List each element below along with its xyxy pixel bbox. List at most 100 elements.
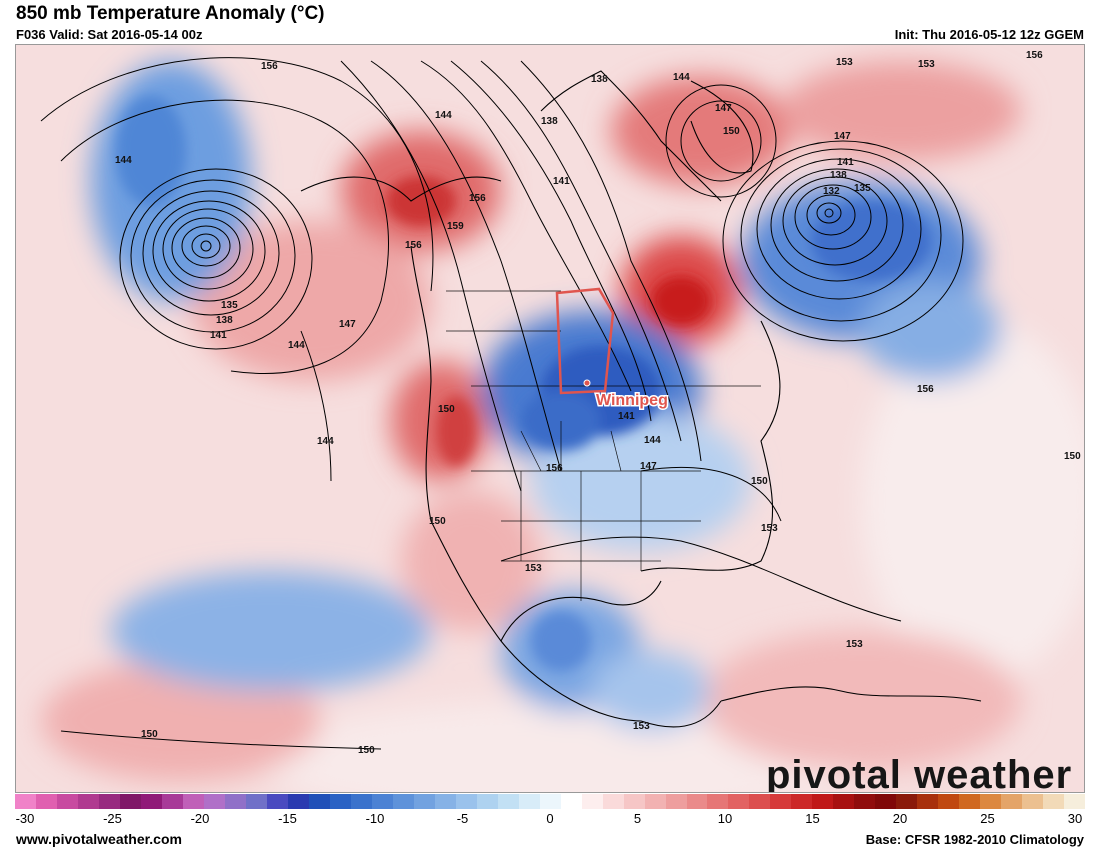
color-swatch [875, 794, 897, 809]
contour-label: 141 [618, 411, 635, 422]
contour-label: 147 [339, 319, 356, 330]
map-panel[interactable]: Winnipeg 156 138 144 153 153 156 144 138… [15, 44, 1085, 793]
color-swatch [602, 794, 624, 809]
color-swatch [896, 794, 918, 809]
contour-label: 144 [288, 340, 305, 351]
scale-tick-label: -15 [278, 811, 297, 826]
anomaly-shading [41, 61, 1084, 792]
color-swatch [308, 794, 330, 809]
color-swatch [497, 794, 519, 809]
contour-label: 153 [918, 59, 935, 70]
color-swatch [434, 794, 456, 809]
color-swatch [413, 794, 435, 809]
contour-label: 147 [834, 131, 851, 142]
color-swatch [728, 794, 750, 809]
contour-label: 150 [751, 476, 768, 487]
website-link[interactable]: www.pivotalweather.com [16, 831, 182, 847]
color-swatch [812, 794, 834, 809]
contour-label: 135 [854, 183, 871, 194]
color-swatch [959, 794, 981, 809]
winnipeg-marker[interactable] [583, 379, 591, 387]
color-swatch [980, 794, 1002, 809]
scale-tick-label: 20 [892, 811, 908, 826]
color-swatch [791, 794, 813, 809]
contour-label: 150 [358, 745, 375, 756]
contour-label: 138 [830, 170, 847, 181]
color-swatch [287, 794, 309, 809]
contour-label: 141 [210, 330, 227, 341]
color-swatch [182, 794, 204, 809]
color-swatch [140, 794, 162, 809]
color-swatch [161, 794, 183, 809]
color-swatch [224, 794, 246, 809]
color-swatch [98, 794, 120, 809]
color-swatch [35, 794, 57, 809]
contour-label: 156 [1026, 50, 1043, 61]
color-swatch [77, 794, 99, 809]
scale-tick-label: -5 [456, 811, 469, 826]
contour-label: 138 [541, 116, 558, 127]
scale-tick-label: -10 [365, 811, 385, 826]
color-swatch [917, 794, 939, 809]
contour-labels: 156 138 144 153 153 156 144 138 141 156 … [115, 50, 1081, 756]
contour-label: 138 [216, 315, 233, 326]
color-swatch [539, 794, 561, 809]
contour-label: 150 [723, 126, 740, 137]
color-swatch [581, 794, 603, 809]
contour-label: 150 [438, 404, 455, 415]
init-time: Init: Thu 2016-05-12 12z GGEM [894, 27, 1084, 42]
color-swatch [455, 794, 477, 809]
color-swatch [476, 794, 498, 809]
contour-label: 156 [469, 193, 486, 204]
contour-label: 156 [261, 61, 278, 72]
color-swatch [644, 794, 666, 809]
contour-label: 150 [429, 516, 446, 527]
color-swatch [266, 794, 288, 809]
contour-label: 144 [317, 436, 334, 447]
contour-label: 144 [644, 435, 661, 446]
contour-label: 144 [435, 110, 452, 121]
color-swatch [560, 794, 582, 809]
header: 850 mb Temperature Anomaly (°C) F036 Val… [0, 0, 1100, 44]
valid-time: F036 Valid: Sat 2016-05-14 00z [16, 27, 203, 42]
contour-label: 153 [633, 721, 650, 732]
color-swatch [350, 794, 372, 809]
color-swatch [623, 794, 645, 809]
contour-label: 159 [447, 221, 464, 232]
scale-tick-label: 30 [1067, 811, 1083, 826]
contour-label: 141 [553, 176, 570, 187]
color-swatch [707, 794, 729, 809]
color-swatch [749, 794, 771, 809]
contour-label: 144 [115, 155, 132, 166]
contour-label: 153 [525, 563, 542, 574]
scale-tick-label: 5 [633, 811, 642, 826]
scale-tick-label: -30 [15, 811, 35, 826]
color-swatch [770, 794, 792, 809]
contour-label: 144 [673, 72, 690, 83]
color-swatch [833, 794, 855, 809]
color-swatch [1064, 794, 1086, 809]
contour-label: 150 [1064, 451, 1081, 462]
scale-tick-label: 15 [805, 811, 820, 826]
contour-label: 153 [846, 639, 863, 650]
color-swatch [1001, 794, 1023, 809]
scale-tick-label: -25 [103, 811, 122, 826]
color-swatch [854, 794, 876, 809]
color-swatch [665, 794, 687, 809]
color-scale-bar [15, 794, 1086, 809]
color-swatch [686, 794, 708, 809]
scale-tick-label: 0 [546, 811, 554, 826]
contour-label: 156 [917, 384, 934, 395]
contour-label: 156 [546, 463, 563, 474]
highlighted-province-outline[interactable] [555, 287, 615, 395]
map-canvas: Winnipeg 156 138 144 153 153 156 144 138… [16, 45, 1084, 792]
contour-label: 147 [715, 103, 732, 114]
color-swatch [329, 794, 351, 809]
scale-tick-label: -20 [190, 811, 210, 826]
color-swatch [15, 794, 36, 809]
color-swatch [56, 794, 78, 809]
color-swatch [518, 794, 540, 809]
color-swatch [203, 794, 225, 809]
color-scale-ticks: -30 -25 -20 -15 -10 -5 0 5 10 15 20 25 30 [15, 811, 1085, 827]
contour-label: 138 [591, 74, 608, 85]
